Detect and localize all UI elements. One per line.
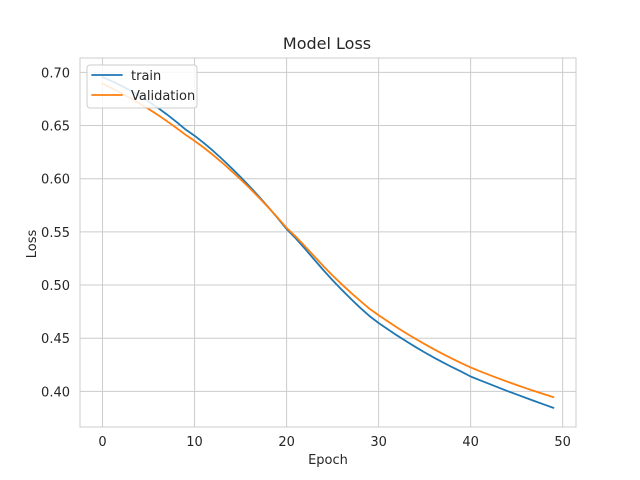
legend-label-train: train (131, 69, 161, 84)
y-tick-label: 0.45 (41, 332, 70, 347)
x-tick-label: 50 (554, 435, 571, 450)
x-axis-title: Epoch (308, 453, 348, 468)
legend: train Validation (86, 64, 198, 109)
y-tick-label: 0.70 (41, 66, 70, 81)
series-line-validation (101, 82, 555, 399)
y-tick-label: 0.50 (41, 279, 70, 294)
x-tick-label: 30 (370, 435, 387, 450)
y-tick-label: 0.40 (41, 385, 70, 400)
chart-title: Model Loss (283, 34, 371, 53)
y-tick-labels: 0.40 0.45 0.50 0.55 0.60 0.65 0.70 (41, 66, 70, 400)
x-tick-label: 40 (462, 435, 479, 450)
legend-label-validation: Validation (131, 89, 195, 104)
series-line-train (101, 76, 555, 409)
y-tick-label: 0.55 (41, 226, 70, 241)
series-lines (101, 76, 555, 409)
y-tick-label: 0.60 (41, 173, 70, 188)
plot-frame (79, 57, 577, 428)
y-tick-label: 0.65 (41, 120, 70, 135)
grid (80, 58, 576, 427)
x-tick-label: 20 (278, 435, 295, 450)
y-axis-title: Loss (25, 230, 40, 259)
x-tick-labels: 0 10 20 30 40 50 (98, 435, 571, 450)
x-tick-label: 0 (98, 435, 106, 450)
x-tick-label: 10 (186, 435, 203, 450)
